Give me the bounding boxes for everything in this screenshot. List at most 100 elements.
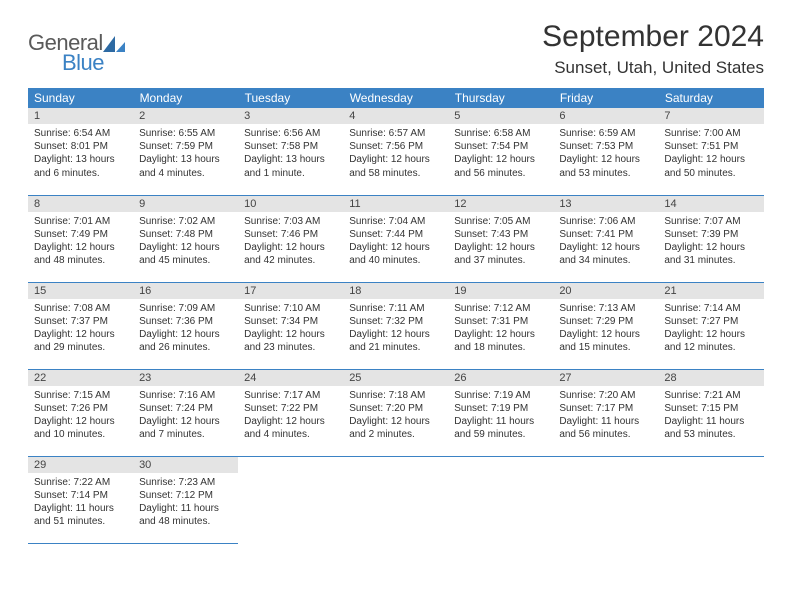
day-cell: 12Sunrise: 7:05 AMSunset: 7:43 PMDayligh… [448, 195, 553, 282]
day-cell: 29Sunrise: 7:22 AMSunset: 7:14 PMDayligh… [28, 456, 133, 543]
sunrise-line: Sunrise: 7:12 AM [454, 302, 547, 315]
daylight-line: Daylight: 12 hours and 45 minutes. [139, 241, 232, 267]
day-body: Sunrise: 7:01 AMSunset: 7:49 PMDaylight:… [28, 212, 133, 270]
sunset-line: Sunset: 7:49 PM [34, 228, 127, 241]
day-number: 8 [28, 196, 133, 212]
day-cell: 13Sunrise: 7:06 AMSunset: 7:41 PMDayligh… [553, 195, 658, 282]
daylight-line: Daylight: 12 hours and 56 minutes. [454, 153, 547, 179]
day-cell: 22Sunrise: 7:15 AMSunset: 7:26 PMDayligh… [28, 369, 133, 456]
day-body: Sunrise: 7:08 AMSunset: 7:37 PMDaylight:… [28, 299, 133, 357]
day-cell: 20Sunrise: 7:13 AMSunset: 7:29 PMDayligh… [553, 282, 658, 369]
day-body: Sunrise: 7:12 AMSunset: 7:31 PMDaylight:… [448, 299, 553, 357]
sunset-line: Sunset: 7:12 PM [139, 489, 232, 502]
sunset-line: Sunset: 7:34 PM [244, 315, 337, 328]
sunset-line: Sunset: 7:26 PM [34, 402, 127, 415]
sunrise-line: Sunrise: 6:59 AM [559, 127, 652, 140]
sunrise-line: Sunrise: 6:56 AM [244, 127, 337, 140]
day-number: 4 [343, 108, 448, 124]
daylight-line: Daylight: 12 hours and 12 minutes. [664, 328, 757, 354]
daylight-line: Daylight: 12 hours and 26 minutes. [139, 328, 232, 354]
day-cell: 18Sunrise: 7:11 AMSunset: 7:32 PMDayligh… [343, 282, 448, 369]
daylight-line: Daylight: 11 hours and 59 minutes. [454, 415, 547, 441]
day-cell: 16Sunrise: 7:09 AMSunset: 7:36 PMDayligh… [133, 282, 238, 369]
day-cell: 1Sunrise: 6:54 AMSunset: 8:01 PMDaylight… [28, 108, 133, 195]
day-number: 12 [448, 196, 553, 212]
day-number: 14 [658, 196, 763, 212]
sunrise-line: Sunrise: 7:01 AM [34, 215, 127, 228]
daylight-line: Daylight: 11 hours and 51 minutes. [34, 502, 127, 528]
day-cell: 24Sunrise: 7:17 AMSunset: 7:22 PMDayligh… [238, 369, 343, 456]
title-location: Sunset, Utah, United States [542, 58, 764, 78]
day-number: 2 [133, 108, 238, 124]
day-number: 6 [553, 108, 658, 124]
sunrise-line: Sunrise: 7:07 AM [664, 215, 757, 228]
sunrise-line: Sunrise: 6:54 AM [34, 127, 127, 140]
day-number: 22 [28, 370, 133, 386]
sunrise-line: Sunrise: 7:23 AM [139, 476, 232, 489]
day-body: Sunrise: 7:09 AMSunset: 7:36 PMDaylight:… [133, 299, 238, 357]
day-cell: 6Sunrise: 6:59 AMSunset: 7:53 PMDaylight… [553, 108, 658, 195]
calendar-row: 22Sunrise: 7:15 AMSunset: 7:26 PMDayligh… [28, 369, 764, 456]
day-number: 26 [448, 370, 553, 386]
sunset-line: Sunset: 7:53 PM [559, 140, 652, 153]
day-number: 28 [658, 370, 763, 386]
weekday-header: Thursday [448, 88, 553, 108]
day-body: Sunrise: 7:07 AMSunset: 7:39 PMDaylight:… [658, 212, 763, 270]
sunrise-line: Sunrise: 7:18 AM [349, 389, 442, 402]
sunrise-line: Sunrise: 7:17 AM [244, 389, 337, 402]
day-cell: 7Sunrise: 7:00 AMSunset: 7:51 PMDaylight… [658, 108, 763, 195]
day-number: 30 [133, 457, 238, 473]
daylight-line: Daylight: 12 hours and 18 minutes. [454, 328, 547, 354]
daylight-line: Daylight: 13 hours and 1 minute. [244, 153, 337, 179]
sunset-line: Sunset: 7:14 PM [34, 489, 127, 502]
day-number: 13 [553, 196, 658, 212]
daylight-line: Daylight: 12 hours and 42 minutes. [244, 241, 337, 267]
sunrise-line: Sunrise: 6:55 AM [139, 127, 232, 140]
logo-text-wrap: General Blue [28, 30, 125, 82]
day-cell: 11Sunrise: 7:04 AMSunset: 7:44 PMDayligh… [343, 195, 448, 282]
day-cell: 26Sunrise: 7:19 AMSunset: 7:19 PMDayligh… [448, 369, 553, 456]
sunrise-line: Sunrise: 6:58 AM [454, 127, 547, 140]
sunrise-line: Sunrise: 7:16 AM [139, 389, 232, 402]
sunset-line: Sunset: 7:15 PM [664, 402, 757, 415]
empty-cell [658, 456, 763, 543]
day-cell: 23Sunrise: 7:16 AMSunset: 7:24 PMDayligh… [133, 369, 238, 456]
sunrise-line: Sunrise: 7:21 AM [664, 389, 757, 402]
day-body: Sunrise: 7:10 AMSunset: 7:34 PMDaylight:… [238, 299, 343, 357]
day-body: Sunrise: 6:55 AMSunset: 7:59 PMDaylight:… [133, 124, 238, 182]
sunrise-line: Sunrise: 7:00 AM [664, 127, 757, 140]
day-number: 23 [133, 370, 238, 386]
sunset-line: Sunset: 7:54 PM [454, 140, 547, 153]
day-cell: 21Sunrise: 7:14 AMSunset: 7:27 PMDayligh… [658, 282, 763, 369]
sunset-line: Sunset: 7:32 PM [349, 315, 442, 328]
daylight-line: Daylight: 13 hours and 4 minutes. [139, 153, 232, 179]
day-cell: 25Sunrise: 7:18 AMSunset: 7:20 PMDayligh… [343, 369, 448, 456]
day-body: Sunrise: 7:18 AMSunset: 7:20 PMDaylight:… [343, 386, 448, 444]
sunrise-line: Sunrise: 7:05 AM [454, 215, 547, 228]
sunset-line: Sunset: 8:01 PM [34, 140, 127, 153]
sunset-line: Sunset: 7:48 PM [139, 228, 232, 241]
day-body: Sunrise: 6:57 AMSunset: 7:56 PMDaylight:… [343, 124, 448, 182]
daylight-line: Daylight: 11 hours and 48 minutes. [139, 502, 232, 528]
daylight-line: Daylight: 12 hours and 58 minutes. [349, 153, 442, 179]
weekday-header: Saturday [658, 88, 763, 108]
sunset-line: Sunset: 7:39 PM [664, 228, 757, 241]
weekday-header: Tuesday [238, 88, 343, 108]
empty-cell [343, 456, 448, 543]
day-body: Sunrise: 7:05 AMSunset: 7:43 PMDaylight:… [448, 212, 553, 270]
sunrise-line: Sunrise: 7:22 AM [34, 476, 127, 489]
sunset-line: Sunset: 7:36 PM [139, 315, 232, 328]
day-number: 11 [343, 196, 448, 212]
day-body: Sunrise: 7:16 AMSunset: 7:24 PMDaylight:… [133, 386, 238, 444]
empty-cell [238, 456, 343, 543]
weekday-header: Friday [553, 88, 658, 108]
day-number: 29 [28, 457, 133, 473]
sunset-line: Sunset: 7:58 PM [244, 140, 337, 153]
empty-cell [448, 456, 553, 543]
day-cell: 3Sunrise: 6:56 AMSunset: 7:58 PMDaylight… [238, 108, 343, 195]
day-cell: 4Sunrise: 6:57 AMSunset: 7:56 PMDaylight… [343, 108, 448, 195]
daylight-line: Daylight: 12 hours and 40 minutes. [349, 241, 442, 267]
day-body: Sunrise: 7:22 AMSunset: 7:14 PMDaylight:… [28, 473, 133, 531]
weekday-header: Sunday [28, 88, 133, 108]
weekday-header: Monday [133, 88, 238, 108]
